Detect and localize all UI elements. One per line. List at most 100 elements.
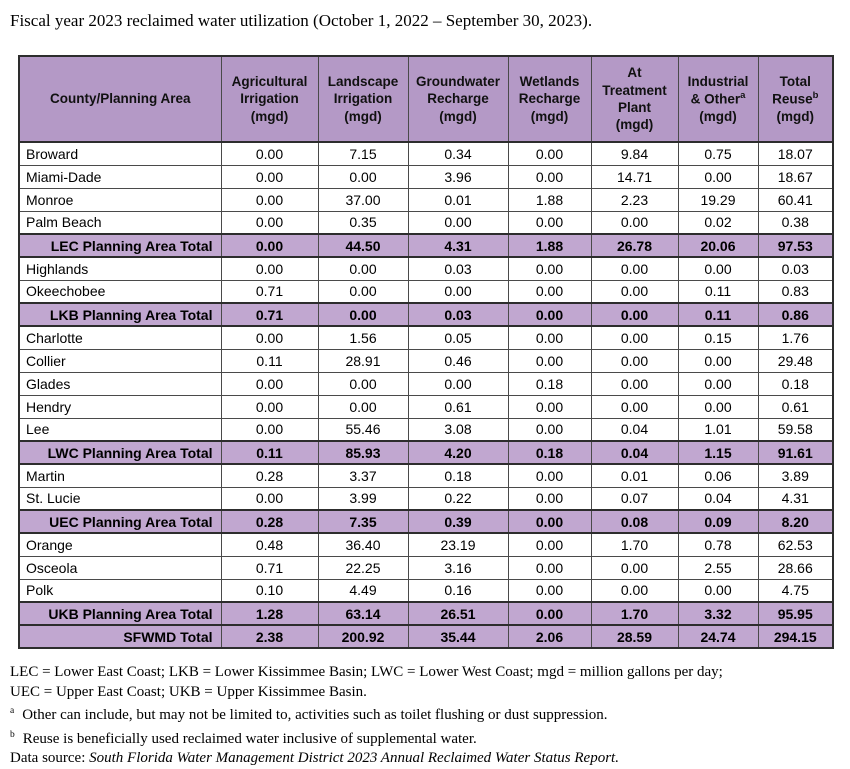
value-cell: 37.00 [317,187,409,212]
value-cell: 0.39 [407,509,509,534]
value-cell: 0.71 [220,279,319,304]
value-cell: 3.37 [317,463,409,488]
county-row: Miami-Dade 0.00 0.00 3.96 0.00 14.71 0.00 18.67 [18,164,834,189]
value-cell: 0.00 [317,164,409,189]
value-cell: 91.61 [757,440,834,465]
value-cell: 0.00 [677,348,759,373]
row-label: Orange [18,532,222,557]
value-cell: 0.00 [507,578,592,603]
value-cell: 0.00 [507,601,592,626]
value-cell: 0.00 [317,394,409,419]
value-cell: 3.16 [407,555,509,580]
reclaimed-water-table: County/Planning Area Agricultural Irrigati… [18,55,834,649]
value-cell: 2.06 [507,624,592,649]
total-row: LKB Planning Area Total 0.71 0.00 0.03 0.00 0… [18,302,834,327]
header-line: (mgd) [699,108,737,124]
value-cell: 23.19 [407,532,509,557]
county-row: Orange 0.48 36.40 23.19 0.00 1.70 0.78 62.53 [18,532,834,557]
value-cell: 0.00 [407,279,509,304]
value-cell: 0.18 [407,463,509,488]
value-cell: 0.00 [677,256,759,281]
value-cell: 0.00 [590,555,679,580]
value-cell: 28.59 [590,624,679,649]
column-header-agricultural-irrigation: Agricultural Irrigation (mgd) [220,55,319,143]
value-cell: 0.00 [507,325,592,350]
column-header-industrial-other: Industrial & Othera (mgd) [677,55,759,143]
table-header: County/Planning Area Agricultural Irrigati… [18,55,834,143]
value-cell: 0.11 [220,348,319,373]
row-label: Palm Beach [18,210,222,235]
value-cell: 29.48 [757,348,834,373]
value-cell: 0.16 [407,578,509,603]
footnote-b-marker: b [10,729,15,740]
value-cell: 0.00 [507,302,592,327]
header-line: Reuseb [772,90,819,107]
value-cell: 0.00 [590,279,679,304]
value-cell: 20.06 [677,233,759,258]
value-cell: 26.51 [407,601,509,626]
value-cell: 0.00 [507,486,592,511]
data-source-label: Data source: [10,750,90,767]
header-line: (mgd) [615,117,654,133]
county-row: Okeechobee 0.71 0.00 0.00 0.00 0.00 0.11 0.83 [18,279,834,304]
table-body: Broward 0.00 7.15 0.34 0.00 9.84 0.75 18.07 Miam… [18,141,834,649]
value-cell: 55.46 [317,417,409,442]
row-label: LWC Planning Area Total [18,440,222,465]
value-cell: 0.18 [757,371,834,396]
value-cell: 0.00 [590,325,679,350]
value-cell: 14.71 [590,164,679,189]
value-cell: 97.53 [757,233,834,258]
value-cell: 0.00 [220,233,319,258]
row-label: Hendry [18,394,222,419]
row-label: Charlotte [18,325,222,350]
value-cell: 28.66 [757,555,834,580]
footnote-marker-a: a [740,90,746,102]
value-cell: 0.03 [407,256,509,281]
total-row: LEC Planning Area Total 0.00 44.50 4.31 1.88… [18,233,834,258]
value-cell: 0.46 [407,348,509,373]
value-cell: 1.88 [507,233,592,258]
value-cell: 63.14 [317,601,409,626]
header-line: Irrigation [240,91,299,107]
footnote-a-text: Other can include, but may not be limite… [22,707,608,724]
value-cell: 294.15 [757,624,834,649]
value-cell: 0.00 [507,348,592,373]
row-label: LKB Planning Area Total [18,302,222,327]
value-cell: 1.70 [590,601,679,626]
value-cell: 36.40 [317,532,409,557]
county-row: Martin 0.28 3.37 0.18 0.00 0.01 0.06 3.89 [18,463,834,488]
value-cell: 1.28 [220,601,319,626]
value-cell: 0.03 [757,256,834,281]
value-cell: 28.91 [317,348,409,373]
county-row: Collier 0.11 28.91 0.46 0.00 0.00 0.00 29.48 [18,348,834,373]
value-cell: 4.31 [757,486,834,511]
value-cell: 0.06 [677,463,759,488]
value-cell: 0.38 [757,210,834,235]
row-label: Okeechobee [18,279,222,304]
data-source-title: South Florida Water Management District … [89,750,619,767]
value-cell: 1.88 [507,187,592,212]
value-cell: 0.00 [590,394,679,419]
value-cell: 2.38 [220,624,319,649]
value-cell: 3.08 [407,417,509,442]
value-cell: 0.83 [757,279,834,304]
value-cell: 0.00 [220,187,319,212]
county-row: Highlands 0.00 0.00 0.03 0.00 0.00 0.00 0.03 [18,256,834,281]
value-cell: 95.95 [757,601,834,626]
data-source-line: Data source: South Florida Water Managem… [10,749,842,769]
header-line: Wetlands [519,74,580,90]
value-cell: 0.00 [590,578,679,603]
value-cell: 60.41 [757,187,834,212]
value-cell: 0.00 [590,371,679,396]
row-label: UEC Planning Area Total [18,509,222,534]
value-cell: 0.71 [220,555,319,580]
row-label: Lee [18,417,222,442]
column-header-at-treatment-plant: At Treatment Plant (mgd) [590,55,679,143]
value-cell: 0.00 [507,532,592,557]
table-caption: Fiscal year 2023 reclaimed water utiliza… [10,11,593,30]
total-row: SFWMD Total 2.38 200.92 35.44 2.06 28.59 24.74… [18,624,834,649]
value-cell: 0.00 [507,394,592,419]
value-cell: 0.00 [507,210,592,235]
value-cell: 19.29 [677,187,759,212]
value-cell: 18.67 [757,164,834,189]
